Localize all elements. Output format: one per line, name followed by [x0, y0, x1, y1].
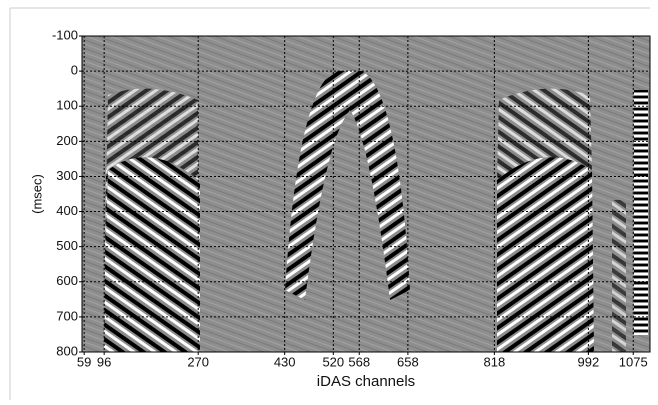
x-tick-label: 992 — [578, 354, 600, 369]
y-tick-label: 700 — [56, 308, 78, 323]
y-tick-label: 600 — [56, 273, 78, 288]
y-tick-label: 400 — [56, 203, 78, 218]
seismic-event — [634, 90, 648, 335]
y-tick-label: 300 — [56, 168, 78, 183]
x-tick-label: 430 — [274, 354, 296, 369]
seismic-event — [285, 71, 410, 300]
seismic-event — [612, 200, 626, 352]
x-tick-label: 270 — [187, 354, 209, 369]
y-tick-label: 800 — [56, 343, 78, 358]
y-tick-label: -100 — [52, 27, 78, 42]
plot-area — [82, 36, 650, 352]
x-tick-label: 1075 — [619, 354, 648, 369]
x-tick-label: 818 — [484, 354, 506, 369]
x-tick-label: 520 — [322, 354, 344, 369]
y-tick-label: 200 — [56, 133, 78, 148]
y-tick-label: 100 — [56, 98, 78, 113]
x-tick-label: 96 — [97, 354, 111, 369]
x-tick-label: 568 — [348, 354, 370, 369]
y-tick-label: 500 — [56, 238, 78, 253]
y-tick-label: 0 — [71, 63, 78, 78]
seismic-event — [104, 157, 200, 352]
x-tick-label: 59 — [77, 354, 91, 369]
seismic-event — [497, 157, 594, 352]
seismic-event — [497, 88, 592, 180]
x-axis-label: iDAS channels — [317, 373, 415, 390]
x-tick-label: 658 — [397, 354, 419, 369]
y-axis-label: (msec) — [29, 174, 44, 214]
